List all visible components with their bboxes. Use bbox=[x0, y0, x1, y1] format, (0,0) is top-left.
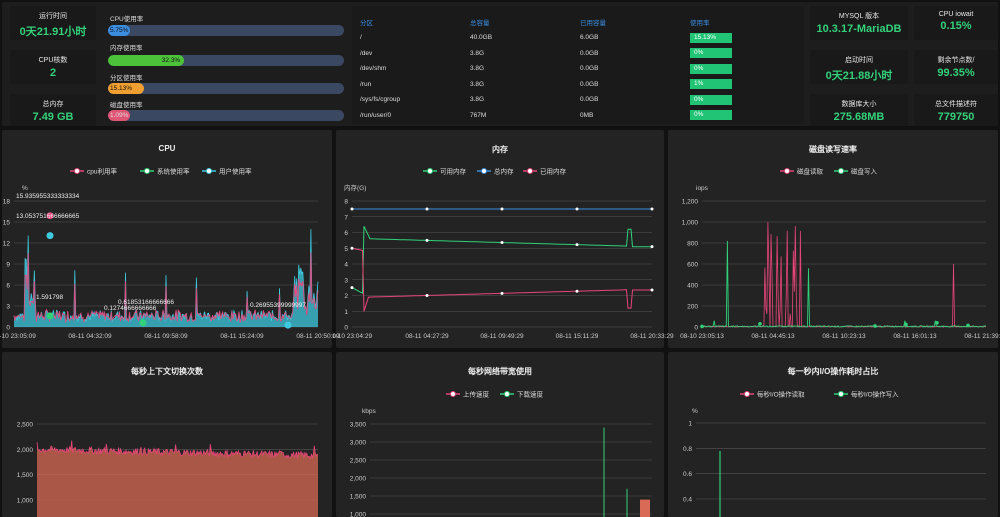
usage-badge-cell: 0% bbox=[690, 61, 790, 77]
total-cell: 767M bbox=[470, 111, 487, 119]
stat-value: 0天21.88小时 bbox=[825, 70, 893, 82]
usage-badge: 0% bbox=[690, 48, 732, 59]
usage-badge-cell: 1% bbox=[690, 77, 790, 93]
total-cell: 3.8G bbox=[470, 96, 485, 104]
total-mem-value: 7.49 GB bbox=[32, 111, 74, 123]
col-partition: 分区 bbox=[360, 20, 373, 27]
uptime-label: 运行时间 bbox=[39, 13, 67, 20]
stat-label: CPU iowait bbox=[938, 11, 974, 18]
stat-card: 数据库大小 275.68MB bbox=[810, 94, 908, 126]
mem-usage-fill: 32.3% bbox=[108, 55, 185, 66]
stat-value: 275.68MB bbox=[833, 111, 885, 123]
partition-usage-fill: 15.13% bbox=[108, 83, 144, 94]
usage-badge: 1% bbox=[690, 79, 732, 90]
stat-label: 启动时间 bbox=[845, 57, 873, 64]
partition-cell: /run/user/0 bbox=[360, 111, 392, 119]
total-cell: 3.8G bbox=[470, 80, 485, 88]
stat-label: MYSQL 版本 bbox=[838, 13, 880, 20]
stat-card: 总文件描述符 779750 bbox=[914, 94, 998, 126]
cpu-cores-card: CPU核数 2 bbox=[10, 50, 96, 84]
usage-badge-cell: 0% bbox=[690, 92, 790, 108]
filesystem-row: /dev 3.8G 0.0GB 0% bbox=[360, 46, 790, 62]
used-cell: 0.0GB bbox=[580, 65, 599, 73]
disk-usage-fill: 1.09% bbox=[108, 110, 130, 121]
cpu-usage-label: CPU使用率 bbox=[110, 16, 144, 23]
cpu-cores-value: 2 bbox=[49, 67, 57, 79]
filesystem-table: 分区 总容量 已用容量 使用率 / 40.0GB 6.0GB 15.13% /dev 3.… bbox=[360, 14, 790, 123]
io-chart-title: 每一秒内I/O操作耗时占比 bbox=[787, 367, 879, 376]
usage-badge: 15.13% bbox=[690, 32, 732, 43]
mem-usage-value: 32.3% bbox=[161, 57, 181, 64]
cpu-chart-panel: CPU bbox=[2, 130, 332, 348]
cpu-chart-title: CPU bbox=[158, 144, 176, 153]
stat-value: 10.3.17-MariaDB bbox=[816, 23, 902, 35]
col-usage: 使用率 bbox=[690, 20, 710, 27]
stat-label: 总文件描述符 bbox=[935, 101, 977, 108]
mem-chart-title: 内存 bbox=[492, 145, 508, 154]
io-chart-panel: 每一秒内I/O操作耗时占比 bbox=[668, 352, 998, 517]
total-cell: 3.8G bbox=[470, 65, 485, 73]
usage-badge: 0% bbox=[690, 94, 732, 105]
filesystem-row: /sys/fs/cgroup 3.8G 0.0GB 0% bbox=[360, 92, 790, 108]
net-chart-panel: 每秒网络带宽使用 bbox=[336, 352, 664, 517]
uptime-value: 0天21.91小时 bbox=[19, 26, 87, 38]
partition-usage-label: 分区使用率 bbox=[110, 75, 143, 82]
total-cell: 3.8G bbox=[470, 49, 485, 57]
ctx-chart-panel: 每秒上下文切换次数 bbox=[2, 352, 332, 517]
usage-badge-cell: 15.13% bbox=[690, 30, 790, 46]
col-used: 已用容量 bbox=[580, 20, 606, 27]
stat-label: 数据库大小 bbox=[841, 101, 877, 108]
disk-chart-panel: 磁盘读写速率 bbox=[668, 130, 998, 348]
used-cell: 0.0GB bbox=[580, 49, 599, 57]
used-cell: 6.0GB bbox=[580, 34, 599, 42]
mem-usage-bar: 32.3% bbox=[108, 55, 344, 66]
stat-card: 剩余节点数/ 99.35% bbox=[914, 50, 998, 84]
used-cell: 0.0GB bbox=[580, 96, 599, 104]
ctx-chart-title: 每秒上下文切换次数 bbox=[131, 367, 203, 376]
partition-cell: /dev bbox=[360, 49, 373, 57]
usage-badge: 0% bbox=[690, 110, 732, 121]
stat-value: 0.15% bbox=[940, 20, 972, 32]
used-cell: 0.0GB bbox=[580, 80, 599, 88]
total-cell: 40.0GB bbox=[470, 34, 493, 42]
disk-chart-title: 磁盘读写速率 bbox=[809, 145, 857, 154]
stat-card: CPU iowait 0.15% bbox=[914, 6, 998, 40]
total-mem-label: 总内存 bbox=[42, 101, 64, 108]
filesystem-row: / 40.0GB 6.0GB 15.13% bbox=[360, 30, 790, 46]
col-total: 总容量 bbox=[470, 20, 490, 27]
cpu-usage-bar: 5.75% bbox=[108, 25, 344, 36]
filesystem-row: /run/user/0 767M 0MB 0% bbox=[360, 108, 790, 124]
filesystem-header-row: 分区 总容量 已用容量 使用率 bbox=[360, 14, 790, 30]
filesystem-row: /dev/shm 3.8G 0.0GB 0% bbox=[360, 61, 790, 77]
partition-cell: /dev/shm bbox=[360, 65, 387, 73]
usage-badge: 0% bbox=[690, 63, 732, 74]
partition-cell: /sys/fs/cgroup bbox=[360, 96, 401, 104]
mem-chart-panel: 内存 bbox=[336, 130, 664, 348]
partition-cell: / bbox=[360, 34, 362, 42]
total-mem-card: 总内存 7.49 GB bbox=[10, 94, 96, 126]
uptime-card: 运行时间 0天21.91小时 bbox=[10, 6, 96, 40]
usage-badge-cell: 0% bbox=[690, 46, 790, 62]
net-chart-title: 每秒网络带宽使用 bbox=[468, 367, 532, 376]
used-cell: 0MB bbox=[580, 111, 594, 119]
disk-usage-bar: 1.09% bbox=[108, 110, 344, 121]
filesystem-row: /run 3.8G 0.0GB 1% bbox=[360, 77, 790, 93]
partition-cell: /run bbox=[360, 80, 372, 88]
stat-value: 779750 bbox=[937, 111, 975, 123]
stat-value: 99.35% bbox=[937, 67, 975, 79]
stat-label: 剩余节点数/ bbox=[937, 57, 975, 64]
cpu-cores-label: CPU核数 bbox=[38, 57, 68, 64]
partition-usage-bar: 15.13% bbox=[108, 83, 344, 94]
usage-badge-cell: 0% bbox=[690, 108, 790, 124]
cpu-usage-fill: 5.75% bbox=[108, 25, 130, 36]
mem-usage-label: 内存使用率 bbox=[110, 45, 143, 52]
stat-card: MYSQL 版本 10.3.17-MariaDB bbox=[810, 6, 908, 40]
stat-card: 启动时间 0天21.88小时 bbox=[810, 50, 908, 84]
disk-usage-label: 磁盘使用率 bbox=[110, 102, 143, 109]
